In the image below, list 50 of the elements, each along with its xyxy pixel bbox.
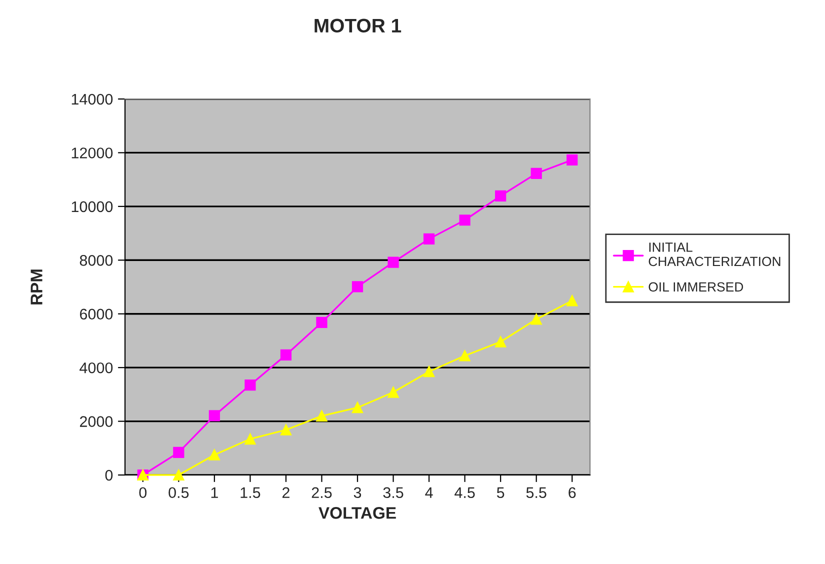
x-tick-label: 0.5 (168, 487, 189, 498)
point (459, 350, 470, 362)
point (566, 295, 578, 306)
point (530, 168, 542, 179)
y-tick-label: 14000 (72, 94, 113, 105)
point (495, 190, 506, 202)
point (208, 410, 220, 422)
x-tick-label: 2.5 (312, 487, 332, 498)
y-tick-label: 12000 (72, 148, 113, 158)
point (423, 233, 435, 244)
point (244, 379, 256, 391)
x-axis-title: VOLTAGE (318, 507, 396, 519)
x-tick-label: 1 (211, 487, 218, 498)
x-tick-label: 6 (568, 487, 576, 498)
point (244, 433, 256, 445)
y-axis-title: RPM (30, 270, 42, 304)
legend-label: OIL IMMERSED (648, 282, 744, 292)
point (173, 446, 184, 458)
point (530, 314, 542, 325)
point (208, 449, 220, 460)
y-tick-label: 0 (105, 470, 113, 481)
point (316, 316, 328, 328)
y-tick-label: 2000 (80, 416, 113, 427)
x-tick-label: 5 (496, 487, 504, 498)
point (280, 349, 292, 361)
y-tick-label: 4000 (80, 362, 113, 374)
x-tick-label: 3.5 (383, 487, 404, 498)
x-tick-label: 4.5 (454, 487, 475, 498)
point (352, 281, 364, 292)
point (388, 386, 399, 398)
legend-label: INITIAL CHARACTERIZATION (648, 242, 780, 266)
x-tick-label: 0 (139, 487, 147, 498)
point (459, 214, 470, 226)
x-tick-label: 3 (354, 487, 362, 498)
point (388, 256, 399, 268)
x-tick-label: 1.5 (240, 487, 260, 498)
point (173, 469, 184, 481)
point (566, 154, 578, 166)
y-tick-label: 8000 (80, 255, 113, 266)
y-tick-label: 10000 (72, 201, 113, 212)
x-tick-label: 5.5 (526, 487, 546, 498)
x-tick-label: 2 (282, 487, 290, 498)
chart-title: MOTOR 1 (314, 18, 402, 33)
point (423, 366, 435, 378)
point (495, 336, 506, 348)
y-tick-label: 6000 (80, 308, 113, 320)
x-tick-label: 4 (425, 487, 433, 498)
point (352, 402, 364, 414)
point (316, 410, 328, 422)
point (280, 424, 292, 436)
